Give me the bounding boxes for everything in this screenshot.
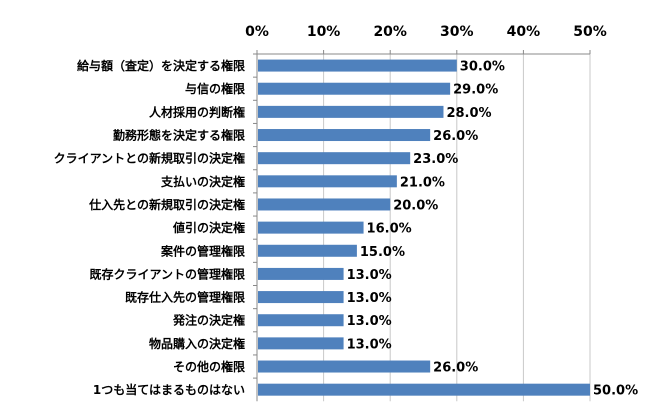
- x-tick-label: 10%: [307, 24, 341, 40]
- category-label: 1つも当てはまるものはない: [93, 382, 245, 397]
- data-label: 15.0%: [360, 245, 405, 260]
- x-tick-label: 40%: [507, 24, 541, 40]
- bar: [258, 105, 444, 118]
- bar: [258, 314, 344, 327]
- category-label: 支払いの決定権: [160, 174, 245, 189]
- category-label: 既存仕入先の管理権限: [125, 290, 245, 305]
- category-label: 勤務形態を決定する権限: [113, 128, 245, 143]
- bar: [258, 221, 364, 234]
- data-label: 29.0%: [453, 83, 498, 98]
- x-tick-label: 30%: [440, 24, 474, 40]
- bar: [258, 383, 590, 396]
- bar: [258, 244, 357, 257]
- data-label: 26.0%: [433, 361, 478, 376]
- bar: [258, 82, 451, 95]
- category-label: その他の権限: [173, 359, 245, 374]
- data-label: 16.0%: [367, 222, 412, 237]
- category-label: 物品購入の決定権: [149, 336, 245, 351]
- bar: [258, 337, 344, 350]
- x-tick-label: 0%: [245, 24, 269, 40]
- data-label: 20.0%: [393, 198, 438, 213]
- data-label: 30.0%: [460, 60, 505, 75]
- data-label: 13.0%: [347, 268, 392, 283]
- category-label: 仕入先との新規取引の決定権: [88, 197, 245, 212]
- bar: [258, 198, 391, 211]
- bar: [258, 291, 344, 304]
- data-label: 13.0%: [347, 291, 392, 306]
- data-label: 21.0%: [400, 175, 445, 190]
- bar: [258, 59, 457, 72]
- data-label: 26.0%: [433, 129, 478, 144]
- category-label: 人材採用の判断権: [149, 104, 245, 119]
- category-label: 値引の決定権: [172, 220, 245, 235]
- data-label: 50.0%: [593, 384, 638, 399]
- bar: [258, 175, 397, 188]
- category-label: 発注の決定権: [172, 313, 245, 328]
- data-label: 23.0%: [413, 152, 458, 167]
- category-label: クライアントとの新規取引の決定権: [54, 151, 245, 166]
- bar: [258, 129, 431, 142]
- category-label: 既存クライアントの管理権限: [89, 266, 245, 281]
- data-label: 13.0%: [347, 314, 392, 329]
- x-tick-label: 20%: [373, 24, 407, 40]
- bar: [258, 152, 411, 165]
- bar: [258, 360, 431, 373]
- category-label: 案件の管理権限: [160, 243, 245, 258]
- data-label: 13.0%: [347, 337, 392, 352]
- data-label: 28.0%: [446, 106, 491, 121]
- x-tick-label: 50%: [573, 24, 607, 40]
- category-label: 給与額（査定）を決定する権限: [77, 58, 245, 73]
- category-label: 与信の権限: [185, 81, 245, 96]
- bar: [258, 267, 344, 280]
